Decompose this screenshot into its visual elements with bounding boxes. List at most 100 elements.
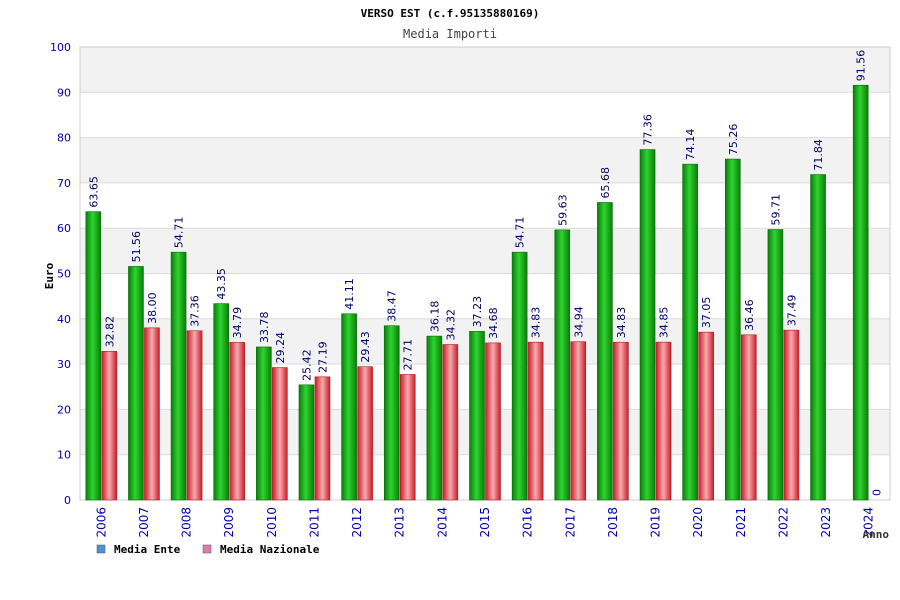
bar-media-ente [554,229,571,501]
bar-value-label: 65.68 [599,167,612,199]
bar-value-labels: 63.65 32.82 51.56 38.00 54.71 37.36 43.3534.79… [87,50,883,496]
bar-value-label: 54.71 [173,217,186,249]
x-tick-label: 2010 [265,507,279,538]
x-axis-label: Anno [863,528,890,541]
bar-value-label: 27.71 [402,339,415,371]
bar-value-label: 59.71 [769,194,782,226]
bar-value-label: 34.68 [487,307,500,339]
bar-media-nazionale [485,342,501,501]
x-tick-label: 2009 [222,507,236,538]
bar-value-label: 63.65 [87,176,100,208]
x-tick-label: 2022 [776,507,790,538]
bar-value-label: 34.83 [615,307,628,339]
bar-media-ente [85,211,102,501]
bar-media-nazionale [655,341,672,501]
bar-media-nazionale [144,327,160,501]
bar-media-ente [383,325,400,501]
bar-value-label: 34.85 [658,307,671,339]
bar-media-ente [639,149,656,501]
y-tick-label: 10 [57,449,71,462]
bars [85,84,869,501]
bar-media-ente [256,346,272,501]
x-tick-label: 2012 [350,507,364,538]
bar-media-nazionale [186,330,203,501]
chart-subtitle: Media Importi [403,27,497,41]
legend: Media Ente Media Nazionale [96,543,320,556]
x-tick-label: 2020 [691,507,705,538]
bar-value-label: 59.63 [556,194,569,226]
bar-value-label: 71.84 [812,139,825,171]
bar-value-label: 43.35 [215,268,228,300]
bar-media-ente [682,163,698,501]
y-tick-label: 100 [50,41,71,54]
bar-value-label: 25.42 [300,349,313,381]
bar-media-ente [469,331,485,501]
plot-band [80,137,890,183]
bar-value-label: 37.23 [471,296,484,328]
bar-value-label: 37.36 [189,295,202,327]
bar-value-label: 36.46 [743,299,756,331]
y-axis: 0 10 20 30 40 50 60 70 80 90 100 [50,41,71,507]
bar-value-label: 34.32 [444,309,457,341]
x-tick-label: 2017 [563,507,577,538]
bar-value-label: 91.56 [855,50,868,82]
bar-media-nazionale [229,342,246,501]
bar-value-label: 29.43 [359,331,372,363]
plot-band [80,228,890,274]
bar-value-label: 34.94 [572,306,585,338]
bar-media-ente [597,202,613,501]
bar-media-ente [170,251,187,501]
bar-value-label: 37.49 [785,295,798,327]
bar-media-ente [810,174,826,501]
plot-band [80,92,890,138]
bar-media-nazionale [442,344,459,501]
y-tick-label: 0 [64,494,71,507]
x-tick-label: 2013 [393,507,407,538]
x-tick-label: 2024 [862,507,876,538]
bar-media-nazionale [272,367,288,501]
x-tick-label: 2023 [819,507,833,538]
y-tick-label: 70 [57,177,71,190]
bar-value-label: 37.05 [700,297,713,329]
bar-media-ente [511,251,528,501]
x-tick-label: 2008 [180,507,194,538]
plot-band [80,182,890,229]
bar-value-label: 51.56 [130,231,143,263]
legend-label-media-ente: Media Ente [114,543,181,556]
bar-media-ente [767,229,784,501]
bar-value-label: 36.18 [428,301,441,333]
y-tick-label: 90 [57,86,71,99]
bar-value-label: 0 [871,489,884,496]
bar-media-nazionale [570,341,587,501]
y-tick-label: 80 [57,132,71,145]
bar-value-label: 38.47 [386,290,399,322]
x-tick-label: 2014 [435,507,449,538]
y-tick-label: 30 [57,358,71,371]
bar-value-label: 33.78 [258,311,271,343]
x-tick-label: 2019 [649,507,663,538]
bar-media-ente [852,84,869,501]
x-tick-label: 2016 [521,507,535,538]
bar-value-label: 77.36 [642,114,655,146]
chart-title: VERSO EST (c.f.95135880169) [361,7,540,20]
bar-value-label: 54.71 [514,217,527,249]
bar-media-nazionale [613,341,629,501]
bar-media-ente [426,335,443,501]
bar-value-label: 38.00 [146,292,159,324]
y-tick-label: 20 [57,403,71,416]
bar-value-label: 29.24 [274,332,287,364]
bar-media-nazionale [399,374,416,501]
x-tick-label: 2015 [478,507,492,538]
bar-media-ente [128,266,144,501]
bar-media-ente [213,303,230,501]
x-tick-label: 2011 [307,507,321,538]
bar-value-label: 34.83 [530,307,543,339]
bar-media-ente [724,158,741,501]
x-tick-label: 2021 [734,507,748,538]
bar-media-nazionale [698,331,714,501]
y-tick-label: 50 [57,268,71,281]
bar-value-label: 32.82 [103,316,116,348]
legend-swatch-media-ente [96,544,106,554]
plot-band [80,47,890,93]
